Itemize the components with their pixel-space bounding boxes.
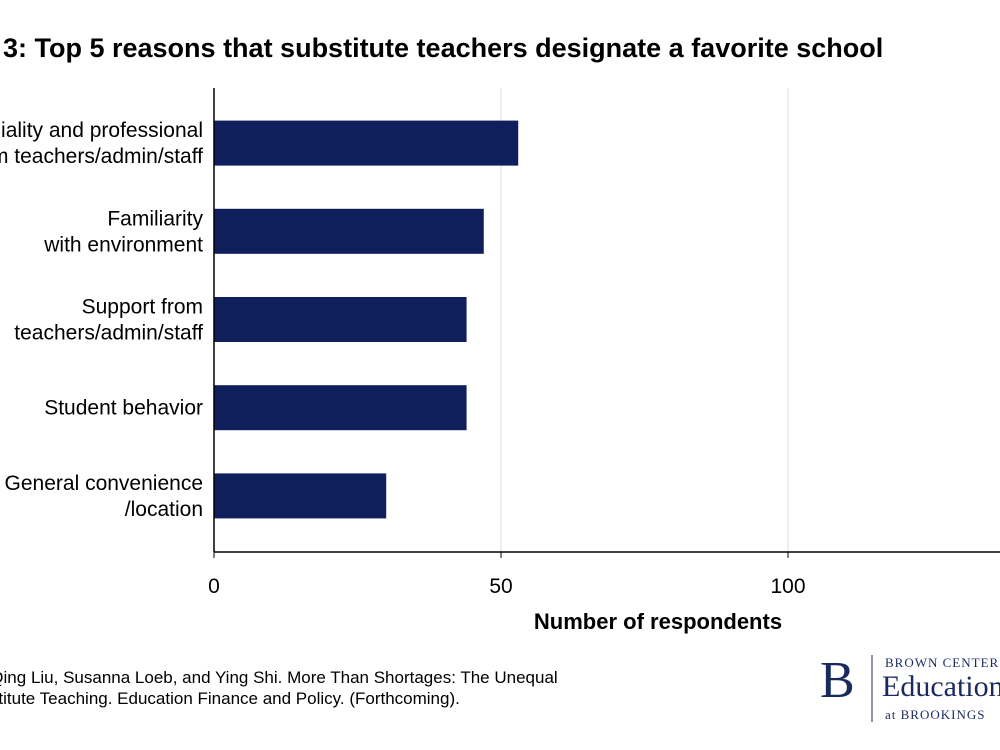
category-label: Familiarity with environment xyxy=(43,207,203,256)
category-label: Collegiality and professional respect fro… xyxy=(0,119,203,168)
category-label-line: with environment xyxy=(43,233,203,256)
bar xyxy=(214,208,484,254)
logo-letter: B xyxy=(820,652,855,709)
logo-line-1: BROWN CENTER ON xyxy=(885,655,1000,670)
category-label-line: respect from teachers/admin/staff xyxy=(0,145,203,168)
bar xyxy=(214,297,467,342)
category-label: Student behavior xyxy=(44,397,203,420)
logo-line-3: at BROOKINGS xyxy=(885,707,985,722)
category-labels: Collegiality and professional respect fro… xyxy=(0,119,203,521)
bar xyxy=(214,385,467,431)
category-label-line: Student behavior xyxy=(44,397,203,420)
source-line-2: Distribution of Substitute Teaching. Edu… xyxy=(0,689,460,708)
category-label-line: Familiarity xyxy=(107,207,203,230)
category-label-line: Collegiality and professional xyxy=(0,119,203,142)
x-axis-label: Number of respondents xyxy=(534,609,782,634)
gridlines xyxy=(500,88,789,552)
logo-line-2: Education Policy xyxy=(882,670,1000,703)
x-tick-labels: 050100150 xyxy=(208,552,806,598)
x-tick-label: 0 xyxy=(208,575,220,598)
bar xyxy=(214,120,519,166)
category-label-line: teachers/admin/staff xyxy=(14,322,203,345)
category-label: General convenience/location xyxy=(5,472,203,521)
bars xyxy=(214,120,519,519)
bar xyxy=(214,473,387,519)
chart-title: Figure 3: Top 5 reasons that substitute … xyxy=(0,33,883,63)
category-label-line: Support from xyxy=(82,296,203,319)
category-label-line: /location xyxy=(125,498,203,521)
brookings-logo: B BROWN CENTER ON Education Policy at BR… xyxy=(820,652,1000,722)
x-tick-label: 50 xyxy=(489,575,512,598)
category-label: Support from teachers/admin/staff xyxy=(14,296,203,345)
x-tick-label: 100 xyxy=(770,575,805,598)
category-label-line: General convenience xyxy=(5,472,203,495)
source-line-1: Source: Qing Liu, Susanna Loeb, and Ying… xyxy=(0,668,558,687)
